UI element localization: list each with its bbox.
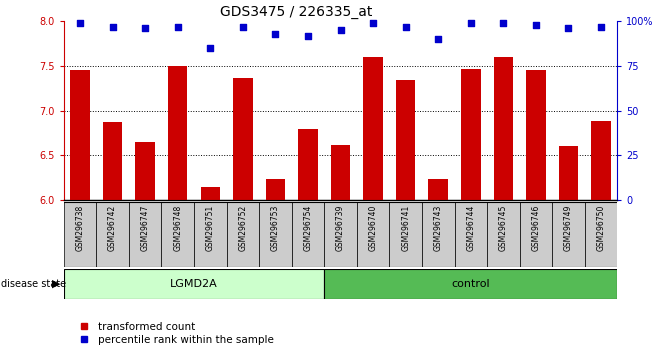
Bar	[168, 66, 187, 200]
Text: GSM296743: GSM296743	[433, 205, 443, 251]
Point	[140, 25, 150, 31]
Bar	[227, 202, 259, 267]
Text: GSM296751: GSM296751	[206, 205, 215, 251]
Point	[563, 25, 574, 31]
Bar	[422, 202, 454, 267]
Text: GSM296748: GSM296748	[173, 205, 183, 251]
Point	[303, 33, 313, 38]
Point	[335, 27, 346, 33]
Text: GSM296754: GSM296754	[303, 205, 313, 251]
Text: GSM296750: GSM296750	[597, 205, 605, 251]
Bar	[324, 202, 357, 267]
Bar	[103, 122, 122, 200]
Bar	[519, 202, 552, 267]
Point	[368, 20, 378, 26]
Bar	[194, 202, 227, 267]
Bar	[324, 269, 617, 299]
Point	[172, 24, 183, 29]
Point	[270, 31, 280, 36]
Bar	[526, 69, 546, 200]
Point	[401, 24, 411, 29]
Text: GSM296742: GSM296742	[108, 205, 117, 251]
Bar	[201, 188, 220, 200]
Text: LGMD2A: LGMD2A	[170, 279, 218, 289]
Bar	[487, 202, 519, 267]
Bar	[591, 121, 611, 200]
Bar	[64, 269, 324, 299]
Text: GSM296753: GSM296753	[271, 205, 280, 251]
Text: GSM296741: GSM296741	[401, 205, 410, 251]
Bar	[162, 202, 194, 267]
Bar	[494, 57, 513, 200]
Point	[433, 36, 444, 42]
Bar	[233, 78, 252, 200]
Bar	[461, 69, 480, 200]
Bar	[129, 202, 162, 267]
Bar	[266, 178, 285, 200]
Bar	[331, 145, 350, 200]
Point	[205, 45, 215, 51]
Bar	[70, 69, 90, 200]
Text: GSM296746: GSM296746	[531, 205, 540, 251]
Bar	[552, 202, 584, 267]
Bar	[97, 202, 129, 267]
Point	[498, 20, 509, 26]
Bar	[64, 202, 97, 267]
Point	[531, 22, 541, 28]
Bar	[429, 178, 448, 200]
Text: GSM296745: GSM296745	[499, 205, 508, 251]
Point	[74, 20, 85, 26]
Text: ▶: ▶	[52, 279, 60, 289]
Text: disease state: disease state	[1, 279, 66, 289]
Bar	[559, 147, 578, 200]
Text: GSM296738: GSM296738	[76, 205, 85, 251]
Text: GSM296739: GSM296739	[336, 205, 345, 251]
Bar	[298, 129, 318, 200]
Bar	[396, 80, 415, 200]
Text: GSM296744: GSM296744	[466, 205, 475, 251]
Text: control: control	[452, 279, 490, 289]
Bar	[584, 202, 617, 267]
Point	[107, 24, 118, 29]
Bar	[357, 202, 389, 267]
Bar	[363, 57, 383, 200]
Bar	[259, 202, 292, 267]
Legend: transformed count, percentile rank within the sample: transformed count, percentile rank withi…	[69, 317, 278, 349]
Text: GSM296747: GSM296747	[141, 205, 150, 251]
Bar	[389, 202, 422, 267]
Point	[238, 24, 248, 29]
Title: GDS3475 / 226335_at: GDS3475 / 226335_at	[220, 5, 372, 19]
Bar	[292, 202, 324, 267]
Bar	[136, 142, 155, 200]
Point	[466, 20, 476, 26]
Text: GSM296740: GSM296740	[368, 205, 378, 251]
Text: GSM296752: GSM296752	[238, 205, 248, 251]
Text: GSM296749: GSM296749	[564, 205, 573, 251]
Point	[596, 24, 607, 29]
Bar	[454, 202, 487, 267]
